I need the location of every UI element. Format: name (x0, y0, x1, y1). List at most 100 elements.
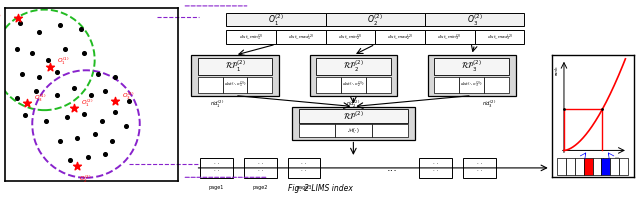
Text: · ·: · · (301, 168, 307, 173)
Point (12, 48, 22, 51)
Text: $\mathcal{RP}^{(2)}$: $\mathcal{RP}^{(2)}$ (343, 110, 364, 122)
Text: $O_3^{(2)}$: $O_3^{(2)}$ (122, 91, 135, 102)
Point (90, 133, 100, 136)
Bar (584, 158, 593, 175)
Point (86, 93, 97, 96)
Bar (428, 55, 516, 96)
Point (100, 152, 110, 155)
Text: · ·: · · (257, 161, 263, 166)
Point (68, 107, 79, 110)
Bar (198, 77, 223, 93)
Bar (341, 77, 366, 93)
Point (17, 72, 27, 75)
Bar (326, 30, 375, 44)
Text: Fig. 2 LIMS index: Fig. 2 LIMS index (287, 184, 353, 193)
Text: $O_2^{(2)}$: $O_2^{(2)}$ (367, 12, 383, 28)
Point (97, 119, 107, 122)
Point (83, 155, 93, 159)
Text: · ·: · · (477, 168, 482, 173)
Text: $O_1^{(2)}$: $O_1^{(2)}$ (268, 12, 284, 28)
Bar (310, 55, 397, 96)
Bar (287, 158, 321, 178)
Bar (475, 30, 524, 44)
Point (20, 114, 31, 117)
Point (79, 51, 90, 55)
Point (124, 100, 134, 103)
Text: · ·: · · (214, 161, 219, 166)
Point (31, 89, 41, 93)
Point (68, 86, 79, 89)
Text: $dist\_min_3^{(2)}$: $dist\_min_3^{(2)}$ (438, 32, 462, 43)
Text: $dist\_max_3^{(2)}$: $dist\_max_3^{(2)}$ (486, 32, 513, 43)
Text: $\mathcal{RP}_3^{(2)}$: $\mathcal{RP}_3^{(2)}$ (461, 59, 482, 74)
Text: · ·: · · (477, 161, 482, 166)
Text: page1: page1 (209, 185, 224, 190)
Point (13, 17, 24, 20)
Bar (463, 158, 496, 178)
Point (107, 140, 117, 143)
Point (22, 102, 32, 105)
Point (34, 31, 44, 34)
Bar (611, 158, 619, 175)
Text: $O_1^{(2)}$: $O_1^{(2)}$ (81, 98, 93, 109)
Point (65, 159, 76, 162)
Bar (566, 158, 575, 175)
Bar (227, 30, 276, 44)
Bar (602, 158, 611, 175)
Bar (223, 77, 248, 93)
Text: $dist\_min_1^{(2)}$: $dist\_min_1^{(2)}$ (239, 32, 264, 43)
Point (100, 89, 110, 93)
Text: $O_3^{(2)}$: $O_3^{(2)}$ (467, 12, 483, 28)
Bar (198, 58, 272, 75)
Bar (227, 13, 326, 26)
Point (15, 22, 25, 25)
Text: $rid_2^{(2)}$: $rid_2^{(2)}$ (346, 99, 360, 110)
Point (51, 71, 61, 74)
Text: $O_2^{(2)}$: $O_2^{(2)}$ (79, 174, 92, 185)
Bar (299, 109, 408, 123)
Bar (425, 30, 475, 44)
Bar (484, 77, 509, 93)
Bar (335, 124, 372, 137)
Text: $O_3^{(1)}$: $O_3^{(1)}$ (34, 92, 47, 104)
Point (55, 24, 65, 27)
Point (44, 65, 54, 68)
Point (110, 110, 120, 113)
Bar (425, 13, 524, 26)
Bar (191, 55, 279, 96)
Bar (326, 13, 425, 26)
Bar (200, 158, 233, 178)
Point (110, 76, 120, 79)
Point (34, 76, 44, 79)
Bar (292, 107, 415, 139)
Bar (435, 77, 460, 93)
Bar (316, 58, 390, 75)
Text: $dist(\cdot,o_1^{(2)})$: $dist(\cdot,o_1^{(2)})$ (600, 155, 621, 166)
Bar (575, 158, 584, 175)
Text: page3: page3 (296, 185, 312, 190)
Point (27, 51, 37, 55)
Point (60, 48, 70, 51)
Point (43, 58, 53, 61)
Bar (299, 124, 335, 137)
Bar (557, 158, 566, 175)
Text: $O_2^{(1)}$: $O_2^{(1)}$ (0, 13, 1, 24)
Text: · ·: · · (214, 168, 219, 173)
Point (93, 72, 103, 75)
Bar (366, 77, 390, 93)
Bar (593, 158, 602, 175)
Text: LIMS values: LIMS values (564, 165, 595, 170)
Text: page2: page2 (253, 185, 268, 190)
Point (121, 124, 131, 127)
Bar (372, 124, 408, 137)
Text: · ·: · · (433, 168, 438, 173)
Bar (435, 58, 509, 75)
Text: $\mathcal{M}(\cdot)$: $\mathcal{M}(\cdot)$ (347, 126, 360, 135)
Text: · ·: · · (301, 161, 307, 166)
Point (55, 140, 65, 143)
Text: $dist\_max_1^{(2)}$: $dist\_max_1^{(2)}$ (288, 32, 314, 43)
Point (72, 136, 83, 139)
Point (79, 112, 90, 115)
Text: $rid_1^{(2)}$: $rid_1^{(2)}$ (211, 99, 225, 110)
Point (72, 164, 83, 167)
